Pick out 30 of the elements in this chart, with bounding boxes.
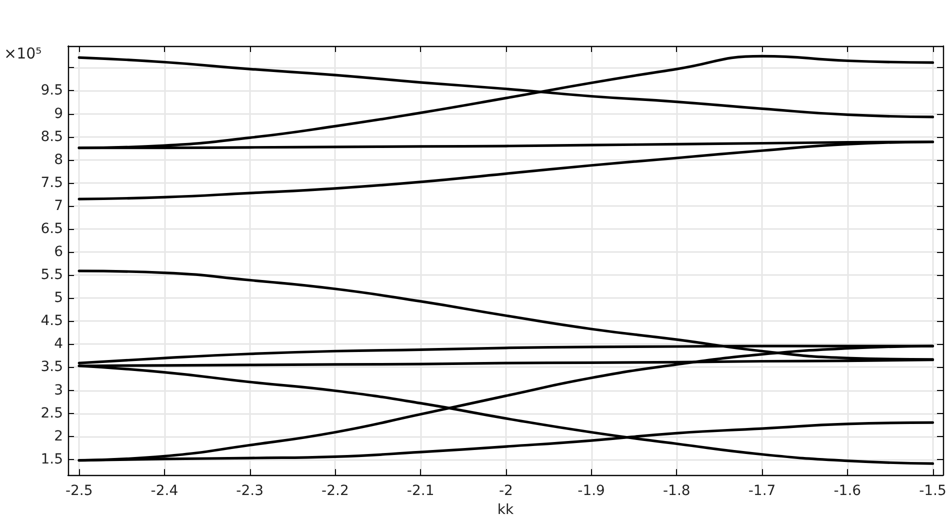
y-tick-label: 8.5 xyxy=(40,128,63,145)
text: ×10⁵ xyxy=(4,44,42,62)
x-tick-label: -1.5 xyxy=(919,483,946,500)
y-tick-label: 2.5 xyxy=(40,405,63,422)
x-tick-label: -2.2 xyxy=(322,483,349,500)
x-tick-label: -2.1 xyxy=(406,483,434,500)
x-axis-title: kk xyxy=(497,502,514,518)
y-tick-label: 9.5 xyxy=(40,82,63,99)
y-tick-label: 4.5 xyxy=(40,313,63,330)
y-tick-label: 5.5 xyxy=(40,267,63,284)
x-tick-label: -2 xyxy=(498,483,513,500)
y-tick-label: 6 xyxy=(54,244,64,260)
y-tick-label: 5 xyxy=(54,290,63,306)
y-tick-label: 7.5 xyxy=(40,174,63,191)
x-tick-label: -2.4 xyxy=(150,483,178,500)
y-tick-label: 4 xyxy=(54,336,64,352)
x-tick-label: -2.3 xyxy=(236,483,264,500)
x-tick-label: -1.6 xyxy=(834,483,862,500)
x-tick-label: -1.7 xyxy=(748,483,776,500)
y-tick-label: 8 xyxy=(54,152,63,168)
y-tick-label: 1.5 xyxy=(40,451,63,468)
x-tick-label: -1.9 xyxy=(578,483,605,500)
y-tick-label: 3 xyxy=(54,382,63,398)
y-tick-label: 2 xyxy=(54,428,63,444)
x-tick-label: -1.8 xyxy=(662,483,690,500)
x-tick-label: -2.5 xyxy=(65,483,93,500)
y-tick-label: 7 xyxy=(54,198,63,214)
y-tick-label: 3.5 xyxy=(40,359,63,376)
y-tick-label: 9 xyxy=(54,106,63,122)
y-tick-label: 6.5 xyxy=(40,220,63,237)
